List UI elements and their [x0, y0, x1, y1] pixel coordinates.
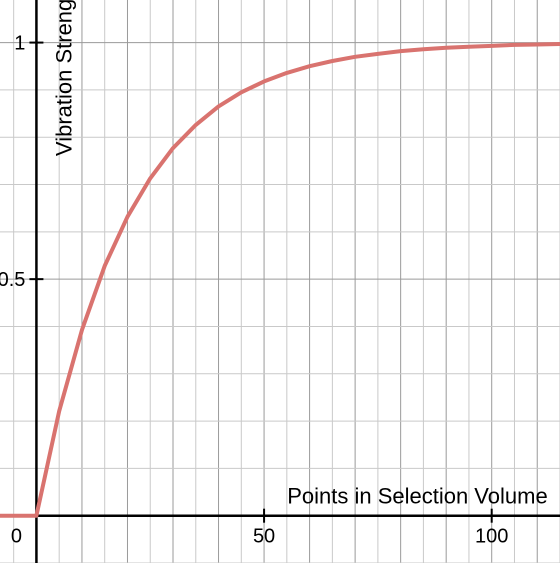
y-tick-label: 1	[14, 33, 25, 55]
x-tick-label: 100	[475, 526, 508, 548]
x-tick-label: 0	[11, 526, 22, 548]
y-tick-label: 0.5	[0, 269, 25, 291]
x-axis-label: Points in Selection Volume	[287, 484, 548, 509]
y-axis-label: Vibration Strength	[51, 0, 76, 156]
x-tick-label: 50	[253, 526, 275, 548]
series-line	[0, 42, 560, 518]
